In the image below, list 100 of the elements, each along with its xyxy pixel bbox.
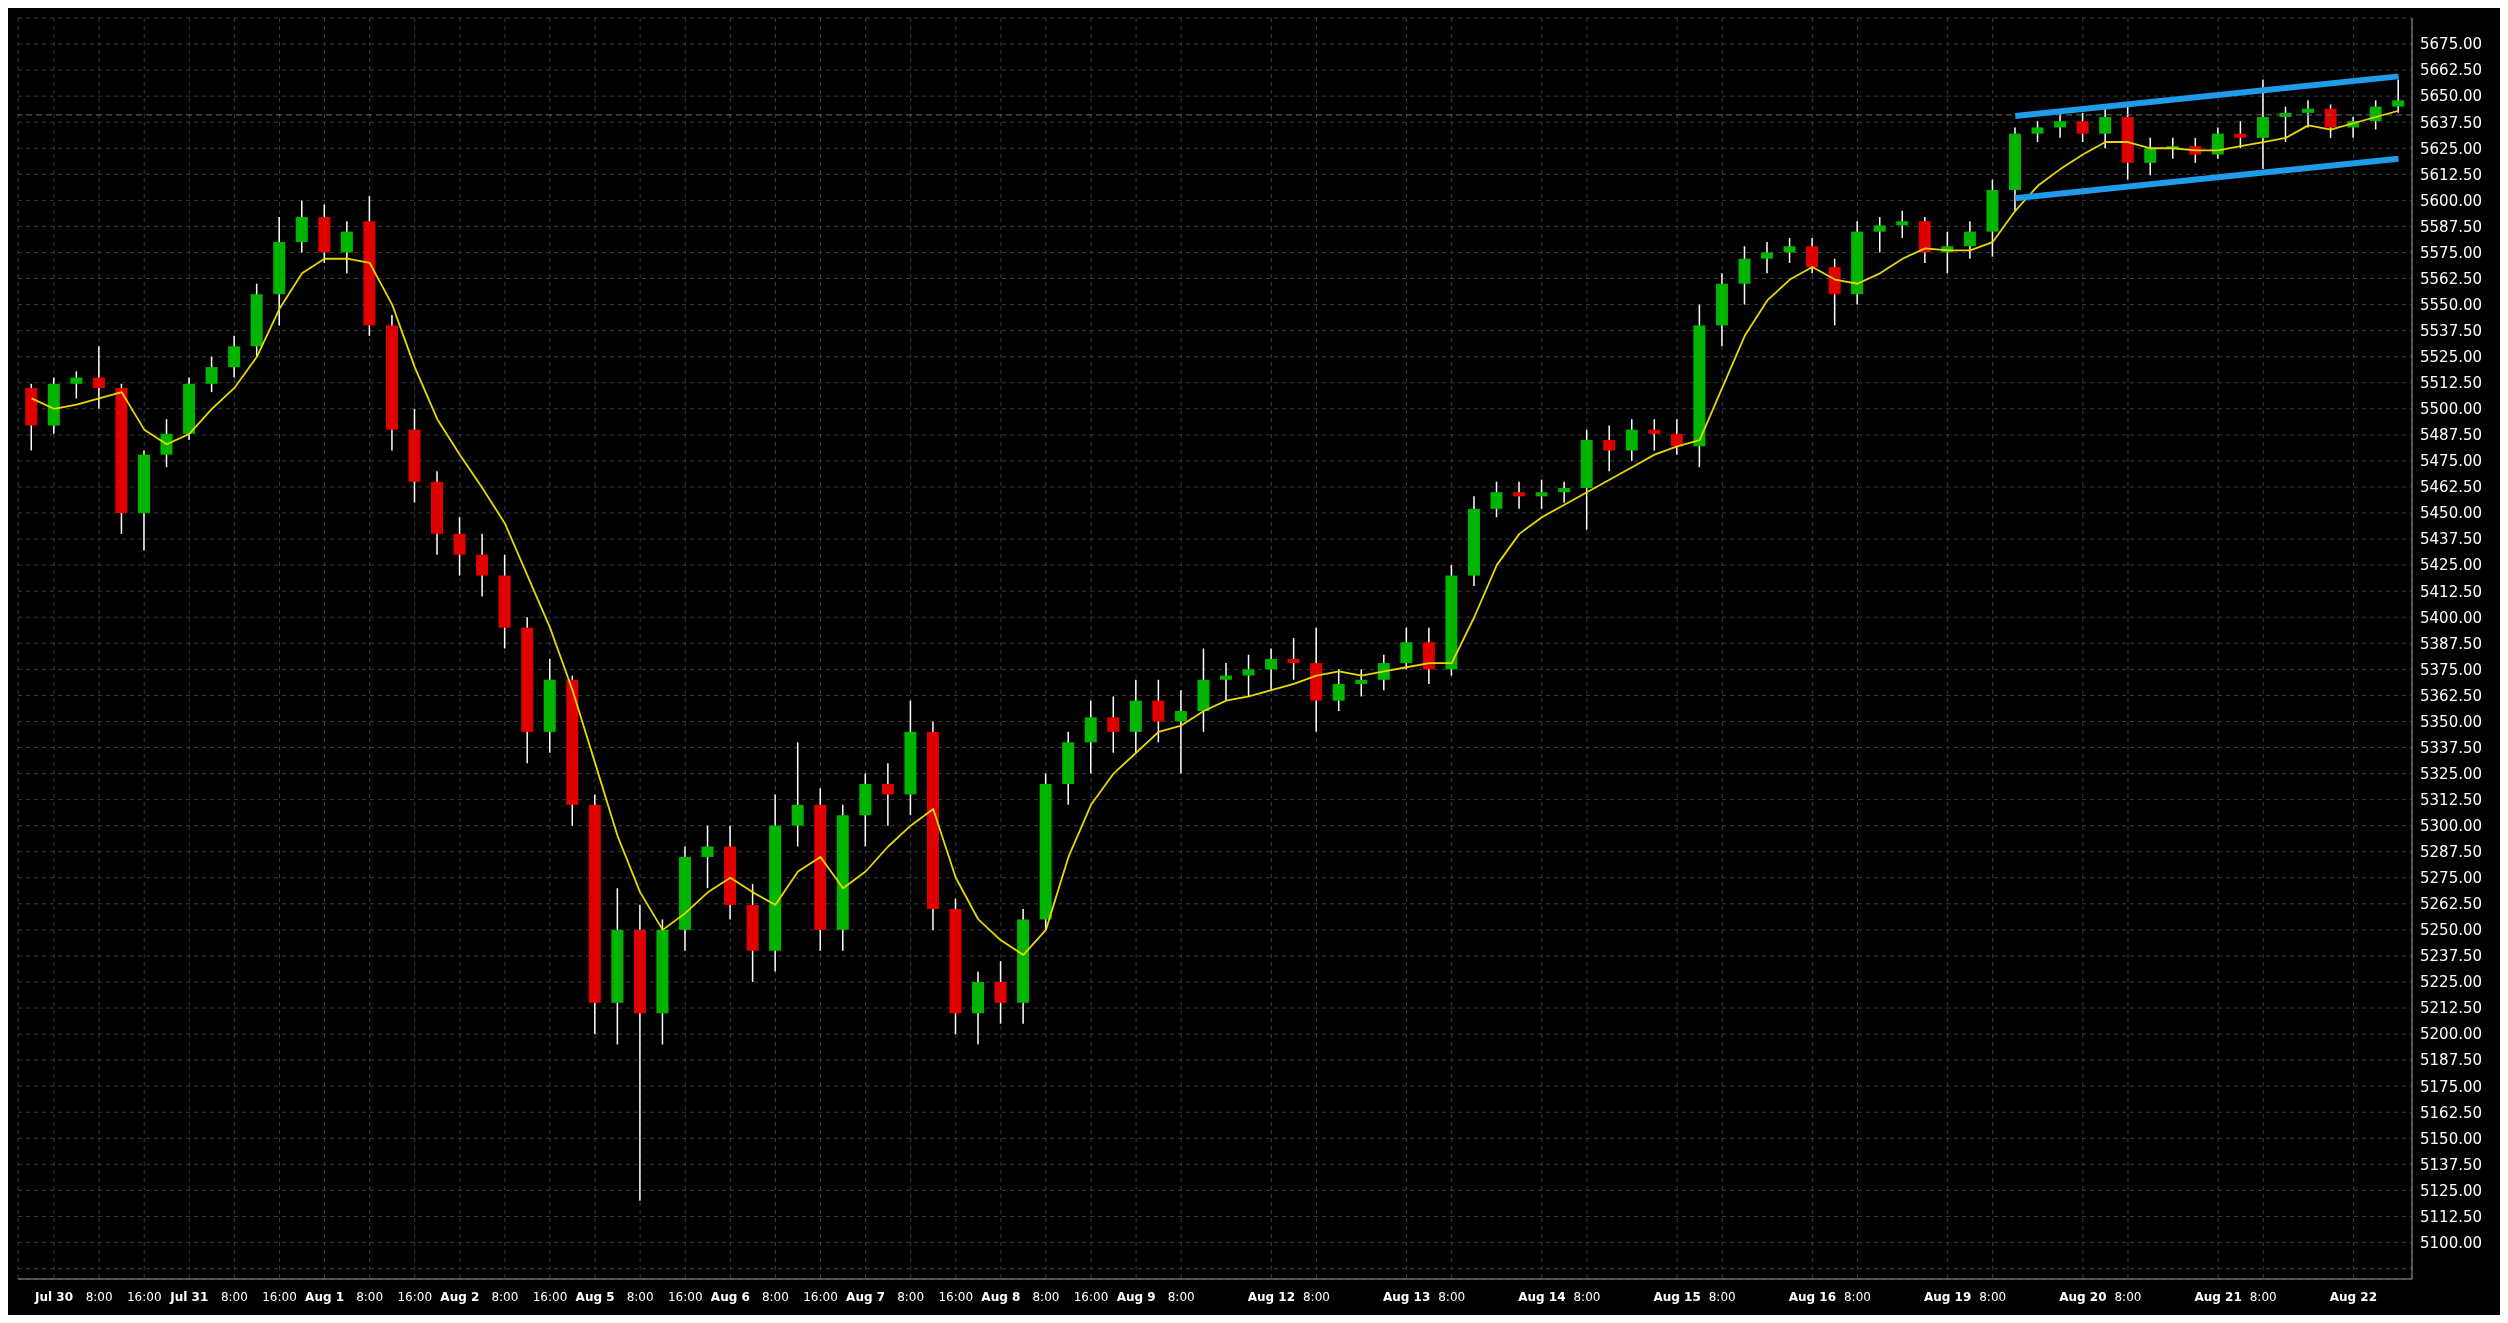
- x-tick-label: 8:00: [491, 1290, 519, 1304]
- y-tick-label: 5537.50: [2420, 321, 2483, 340]
- candlestick: [2211, 126, 2224, 160]
- x-tick-label: Aug 16: [1788, 1290, 1837, 1304]
- y-tick-label: 5487.50: [2420, 426, 2483, 445]
- x-tick-label: 8:00: [1032, 1290, 1060, 1304]
- x-tick-label: Jul 31: [169, 1290, 209, 1304]
- x-tick-label: 8:00: [626, 1290, 654, 1304]
- y-tick-label: 5637.50: [2420, 113, 2483, 132]
- y-tick-label: 5587.50: [2420, 217, 2483, 236]
- candlestick: [701, 824, 714, 889]
- x-tick-label: 16:00: [262, 1290, 297, 1304]
- y-tick-label: 5525.00: [2420, 348, 2483, 367]
- y-tick-label: 5675.00: [2420, 35, 2483, 54]
- candlestick: [1242, 654, 1255, 698]
- x-tick-label: 8:00: [1843, 1290, 1871, 1304]
- x-tick-label: 8:00: [761, 1290, 789, 1304]
- y-tick-label: 5612.50: [2420, 165, 2483, 184]
- x-tick-label: 16:00: [532, 1290, 568, 1304]
- candlestick: [994, 960, 1007, 1025]
- y-tick-label: 5137.50: [2420, 1155, 2483, 1174]
- y-tick-label: 5437.50: [2420, 530, 2483, 549]
- candlestick: [2392, 78, 2405, 114]
- candlestick: [1152, 679, 1165, 744]
- candlestick: [1265, 647, 1278, 691]
- candlestick: [1625, 418, 1638, 462]
- x-tick-label: Aug 20: [2059, 1290, 2107, 1304]
- candlestick: [1896, 210, 1909, 239]
- x-tick-label: Aug 13: [1382, 1290, 1431, 1304]
- y-tick-label: 5362.50: [2420, 686, 2483, 705]
- candlestick: [1107, 695, 1120, 754]
- y-tick-label: 5312.50: [2420, 790, 2483, 809]
- y-tick-label: 5262.50: [2420, 895, 2483, 914]
- x-tick-label: 8:00: [1979, 1290, 2007, 1304]
- candlestick: [1648, 418, 1661, 452]
- y-tick-label: 5237.50: [2420, 947, 2483, 966]
- y-tick-label: 5662.50: [2420, 61, 2483, 80]
- candlestick: [1603, 424, 1616, 473]
- y-tick-label: 5162.50: [2420, 1103, 2483, 1122]
- candlestick: [1535, 478, 1548, 510]
- candlestick: [2144, 137, 2157, 177]
- x-tick-label: Aug 14: [1518, 1290, 1566, 1304]
- y-tick-label: 5300.00: [2420, 816, 2483, 835]
- y-tick-label: 5387.50: [2420, 634, 2483, 653]
- candlestick: [791, 741, 804, 848]
- y-tick-label: 5100.00: [2420, 1233, 2483, 1252]
- x-tick-label: 8:00: [897, 1290, 925, 1304]
- candlestick: [1220, 662, 1232, 702]
- y-tick-label: 5200.00: [2420, 1025, 2483, 1044]
- y-tick-label: 5112.50: [2420, 1207, 2483, 1226]
- candlestick: [70, 370, 83, 400]
- x-tick-label: 16:00: [803, 1290, 838, 1304]
- x-tick-label: 8:00: [2114, 1290, 2142, 1304]
- candlestick: [1783, 237, 1796, 264]
- candlestick: [2324, 103, 2337, 139]
- y-tick-label: 5212.50: [2420, 999, 2483, 1018]
- x-tick-label: Aug 2: [440, 1290, 480, 1304]
- candlestick: [1873, 216, 1886, 254]
- candlestick: [2234, 120, 2247, 150]
- x-tick-label: 8:00: [1302, 1290, 1330, 1304]
- x-tick-label: Aug 8: [981, 1290, 1021, 1304]
- x-tick-label: Aug 15: [1653, 1290, 1701, 1304]
- x-tick-label: 8:00: [1438, 1290, 1466, 1304]
- y-tick-label: 5350.00: [2420, 712, 2483, 731]
- x-tick-label: Aug 12: [1247, 1290, 1295, 1304]
- y-tick-label: 5650.00: [2420, 87, 2483, 106]
- x-tick-label: 16:00: [667, 1290, 703, 1304]
- y-tick-label: 5562.50: [2420, 269, 2483, 288]
- candlestick: [2031, 120, 2044, 143]
- y-tick-label: 5250.00: [2420, 921, 2483, 940]
- y-tick-label: 5325.00: [2420, 764, 2483, 783]
- candlestick: [476, 533, 489, 598]
- y-tick-label: 5512.50: [2420, 374, 2483, 393]
- x-tick-label: Aug 5: [575, 1290, 615, 1304]
- y-tick-label: 5275.00: [2420, 869, 2483, 888]
- x-tick-label: Aug 7: [846, 1290, 886, 1304]
- x-tick-label: 8:00: [2249, 1290, 2277, 1304]
- x-tick-label: 16:00: [938, 1290, 974, 1304]
- candlestick: [228, 335, 241, 379]
- candlestick: [2302, 99, 2315, 129]
- candlestick: [1377, 654, 1390, 691]
- y-tick-label: 5125.00: [2420, 1181, 2483, 1200]
- candlestick: [92, 345, 105, 410]
- candlestick: [1400, 626, 1413, 671]
- candlestick: [205, 355, 218, 393]
- x-tick-label: 16:00: [397, 1290, 433, 1304]
- candlestick: [1287, 637, 1300, 681]
- candlestick: [1761, 241, 1774, 275]
- y-tick-label: 5550.00: [2420, 295, 2483, 314]
- y-tick-label: 5625.00: [2420, 139, 2483, 158]
- y-tick-label: 5475.00: [2420, 452, 2483, 471]
- x-tick-label: 8:00: [1167, 1290, 1195, 1304]
- y-tick-label: 5450.00: [2420, 504, 2483, 523]
- candlestick: [2076, 112, 2089, 143]
- x-tick-label: 16:00: [1073, 1290, 1109, 1304]
- y-tick-label: 5575.00: [2420, 243, 2483, 262]
- y-tick-label: 5375.00: [2420, 660, 2483, 679]
- y-tick-label: 5425.00: [2420, 556, 2483, 575]
- x-tick-label: 8:00: [220, 1290, 248, 1304]
- candlestick: [1963, 220, 1976, 260]
